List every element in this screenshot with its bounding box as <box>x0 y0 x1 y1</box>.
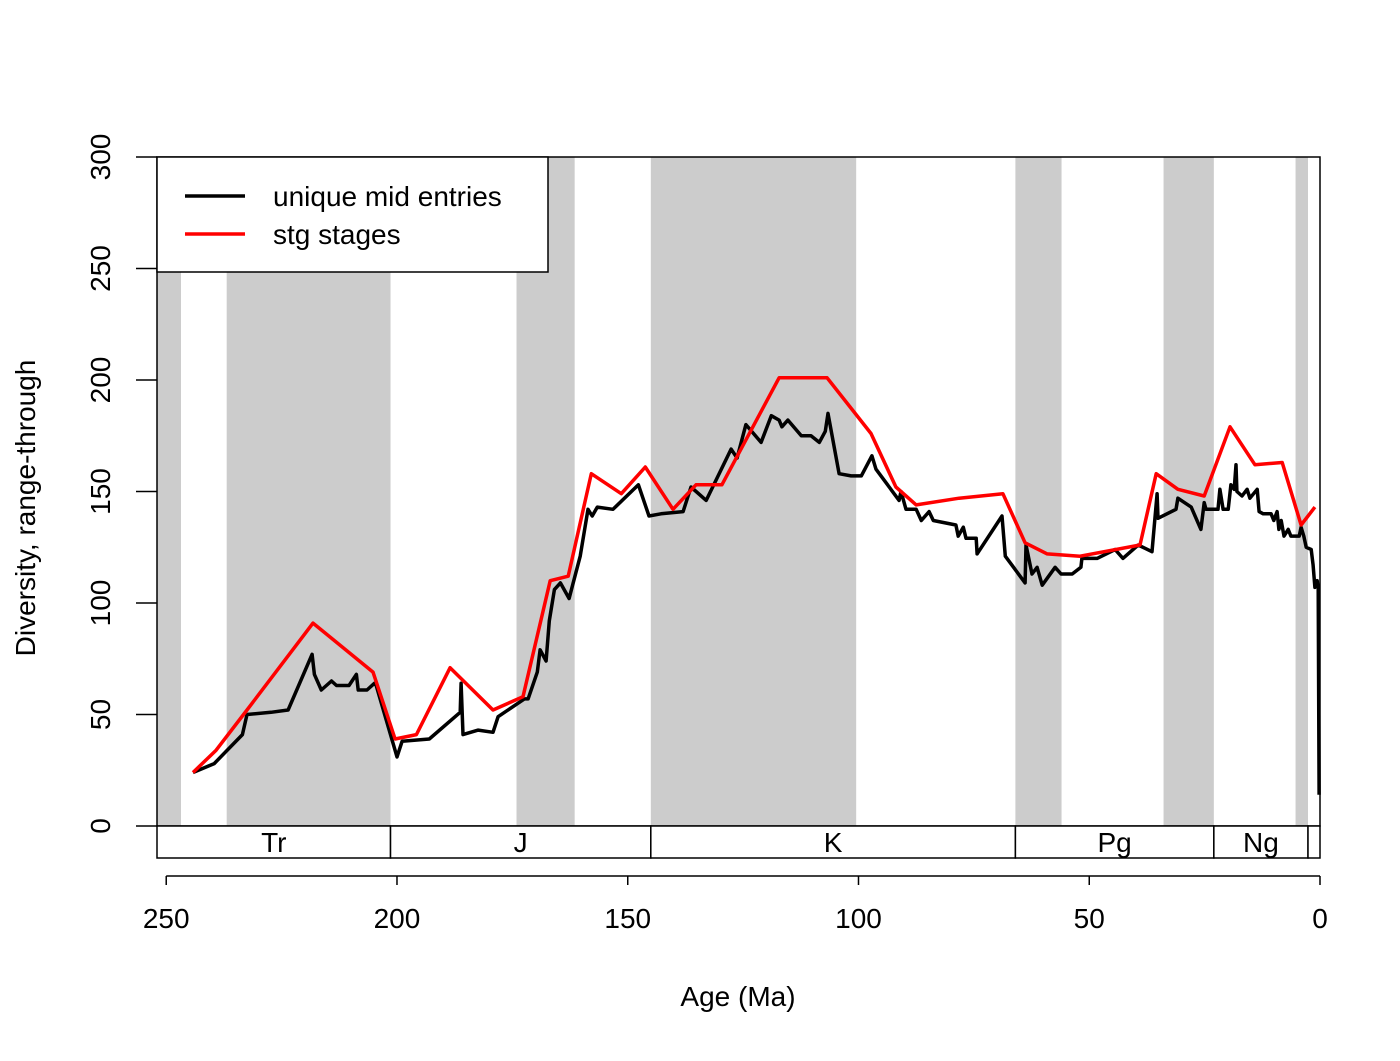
period-box <box>1307 825 1321 859</box>
x-tick-label: 250 <box>143 903 190 934</box>
legend-label: stg stages <box>273 219 401 250</box>
series-line <box>192 411 1321 795</box>
period-box <box>1014 825 1215 859</box>
period-band <box>157 157 181 826</box>
x-tick-label: 0 <box>1312 903 1328 934</box>
period-band <box>650 157 857 826</box>
legend: unique mid entries stg stages <box>156 156 549 273</box>
x-tick-label: 150 <box>604 903 651 934</box>
y-tick-label: 150 <box>85 468 116 515</box>
y-tick-label: 50 <box>85 699 116 730</box>
period-label: Pg <box>1098 827 1132 858</box>
y-axis-title: Diversity, range-through <box>10 360 41 657</box>
y-tick-label: 250 <box>85 245 116 292</box>
y-tick-label: 100 <box>85 580 116 627</box>
x-tick-label: 50 <box>1074 903 1105 934</box>
y-tick-label: 300 <box>85 134 116 181</box>
period-box <box>650 825 1017 859</box>
period-band <box>1015 157 1062 826</box>
y-tick-label: 200 <box>85 357 116 404</box>
period-label: K <box>824 827 843 858</box>
y-tick-label: 0 <box>85 818 116 834</box>
legend-label: unique mid entries <box>273 181 502 212</box>
x-tick-label: 200 <box>374 903 421 934</box>
x-tick-label: 100 <box>835 903 882 934</box>
series-line <box>191 376 1317 774</box>
period-label: Ng <box>1243 827 1279 858</box>
legend-box <box>156 156 549 273</box>
period-label: J <box>514 827 528 858</box>
x-axis-title: Age (Ma) <box>680 981 795 1012</box>
period-label: Tr <box>261 827 286 858</box>
period-band <box>1295 157 1309 826</box>
period-box <box>1213 825 1309 859</box>
